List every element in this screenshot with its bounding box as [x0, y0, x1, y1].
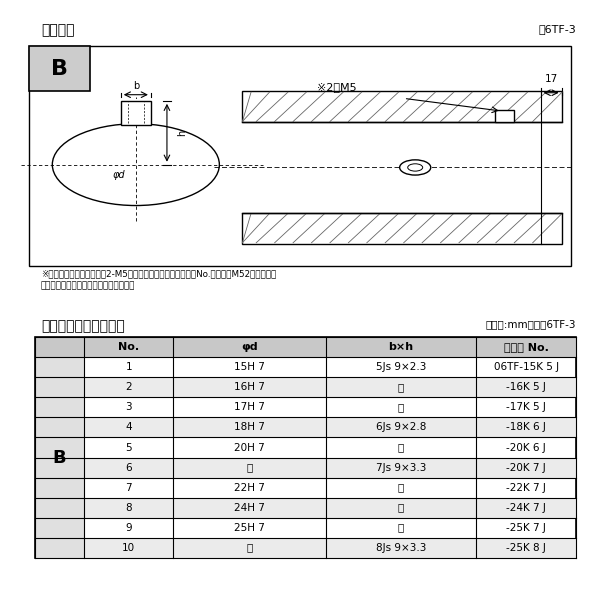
Text: -20K 7 J: -20K 7 J: [506, 463, 546, 473]
Text: -17K 5 J: -17K 5 J: [506, 403, 546, 412]
Text: 1: 1: [125, 362, 132, 373]
Text: 7Js 9×3.3: 7Js 9×3.3: [376, 463, 426, 473]
Circle shape: [408, 164, 422, 171]
Text: 16H 7: 16H 7: [234, 382, 265, 392]
Bar: [35, 337, 577, 557]
Text: （単位:mm）　表6TF-3: （単位:mm） 表6TF-3: [486, 319, 577, 329]
Text: 10: 10: [122, 542, 135, 553]
Text: -25K 8 J: -25K 8 J: [506, 542, 546, 553]
Text: 25H 7: 25H 7: [234, 523, 265, 533]
Text: 3: 3: [125, 403, 132, 412]
Text: 図6TF-3: 図6TF-3: [539, 23, 577, 34]
Bar: [35, 337, 577, 358]
Bar: [84, 538, 577, 557]
Text: 18H 7: 18H 7: [234, 422, 265, 433]
Text: b: b: [133, 82, 139, 91]
Text: 7: 7: [125, 482, 132, 493]
Text: φd: φd: [112, 170, 125, 179]
Text: 〃: 〃: [398, 382, 404, 392]
Text: φd: φd: [241, 343, 258, 352]
Text: No.: No.: [118, 343, 139, 352]
Text: -22K 7 J: -22K 7 J: [506, 482, 546, 493]
Text: 〃: 〃: [247, 542, 253, 553]
Text: 4: 4: [125, 422, 132, 433]
Text: 17H 7: 17H 7: [234, 403, 265, 412]
Text: 5: 5: [125, 443, 132, 452]
Text: -20K 6 J: -20K 6 J: [506, 443, 546, 452]
Text: 〃: 〃: [398, 482, 404, 493]
Text: 2: 2: [125, 382, 132, 392]
Text: -25K 7 J: -25K 7 J: [506, 523, 546, 533]
Bar: [242, 91, 562, 122]
Text: 6: 6: [125, 463, 132, 473]
Text: 06TF-15K 5 J: 06TF-15K 5 J: [494, 362, 559, 373]
Text: 軸穴形状コード一覧表: 軸穴形状コード一覧表: [41, 319, 125, 333]
Circle shape: [52, 124, 220, 206]
Text: 軸穴形状: 軸穴形状: [41, 23, 74, 38]
Text: ※セットボルト用タップ（2-M5）が必要な場合は右記コードNo.の末尾にM52を付ける。: ※セットボルト用タップ（2-M5）が必要な場合は右記コードNo.の末尾にM52を…: [41, 269, 276, 278]
Bar: [242, 212, 562, 244]
Text: コード No.: コード No.: [503, 343, 548, 352]
Text: B: B: [52, 59, 68, 79]
Text: 9: 9: [125, 523, 132, 533]
Text: 〃: 〃: [398, 503, 404, 512]
Text: -18K 6 J: -18K 6 J: [506, 422, 546, 433]
Bar: [29, 46, 90, 91]
Bar: [29, 46, 571, 266]
Bar: [84, 458, 577, 478]
Text: 〃: 〃: [398, 443, 404, 452]
Text: 〃: 〃: [247, 463, 253, 473]
Bar: [84, 377, 577, 397]
Text: （セットボルトは付属されています。）: （セットボルトは付属されています。）: [41, 281, 136, 290]
Bar: [84, 497, 577, 518]
Text: B: B: [53, 449, 67, 467]
Bar: [121, 101, 151, 125]
Text: 22H 7: 22H 7: [234, 482, 265, 493]
Text: 8Js 9×3.3: 8Js 9×3.3: [376, 542, 426, 553]
Bar: [35, 358, 84, 557]
Text: b×h: b×h: [388, 343, 413, 352]
Text: -24K 7 J: -24K 7 J: [506, 503, 546, 512]
Text: -16K 5 J: -16K 5 J: [506, 382, 546, 392]
Circle shape: [400, 160, 431, 175]
Text: 〃: 〃: [398, 523, 404, 533]
Bar: [84, 418, 577, 437]
Text: h: h: [178, 130, 187, 136]
Text: 17: 17: [545, 74, 558, 84]
Text: 20H 7: 20H 7: [234, 443, 265, 452]
Text: ※2－M5: ※2－M5: [317, 82, 357, 92]
Text: 8: 8: [125, 503, 132, 512]
Text: 24H 7: 24H 7: [234, 503, 265, 512]
Text: 5Js 9×2.3: 5Js 9×2.3: [376, 362, 426, 373]
Text: 6Js 9×2.8: 6Js 9×2.8: [376, 422, 426, 433]
Text: 15H 7: 15H 7: [234, 362, 265, 373]
Text: 〃: 〃: [398, 403, 404, 412]
Bar: [495, 110, 514, 122]
